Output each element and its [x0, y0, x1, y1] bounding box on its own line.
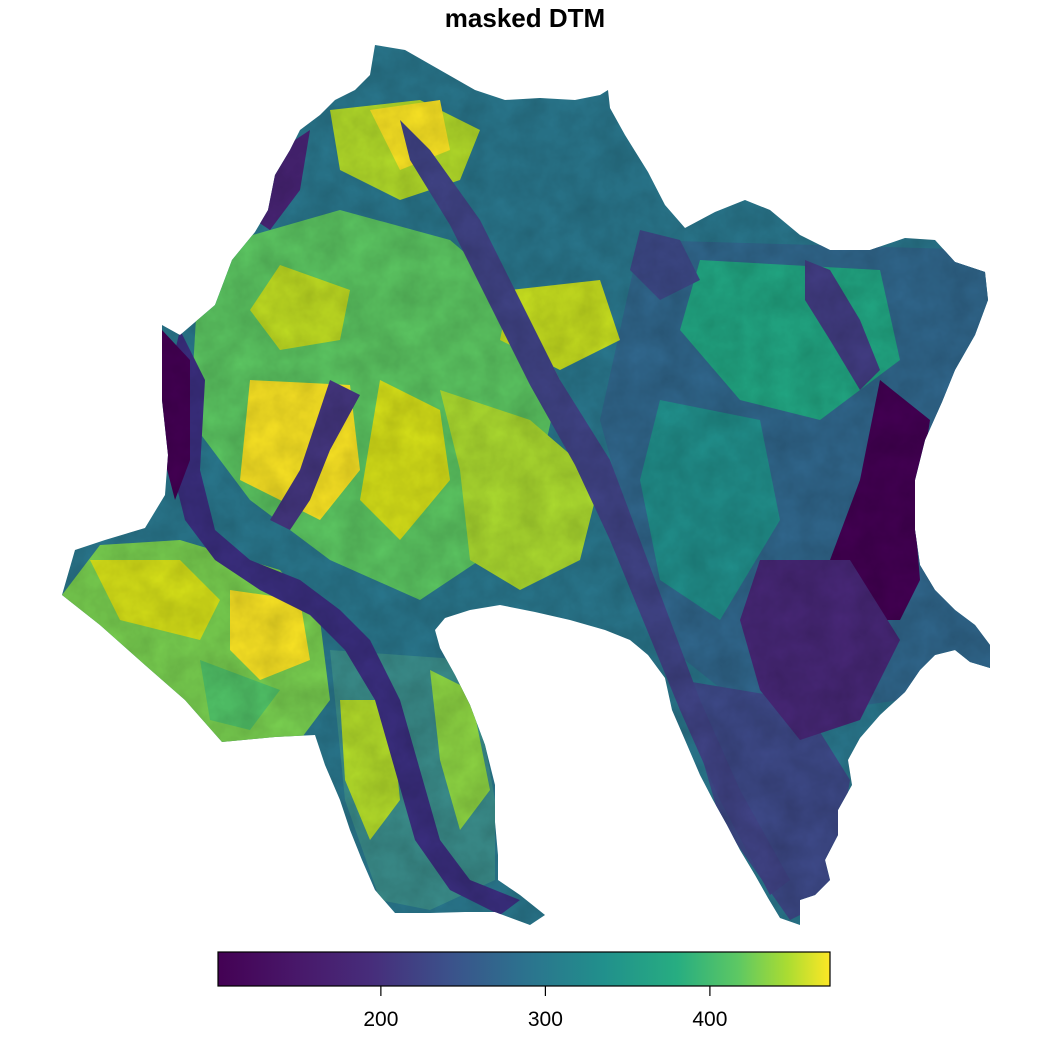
- legend-ticks: 200 300 400: [363, 986, 727, 1031]
- legend-tick-label: 400: [692, 1008, 727, 1031]
- map-title: masked DTM: [445, 3, 605, 33]
- legend-colorbar: [217, 951, 831, 987]
- legend-tick-label: 200: [363, 1008, 398, 1031]
- color-legend: 200 300 400: [217, 951, 831, 1031]
- legend-tick-label: 300: [528, 1008, 563, 1031]
